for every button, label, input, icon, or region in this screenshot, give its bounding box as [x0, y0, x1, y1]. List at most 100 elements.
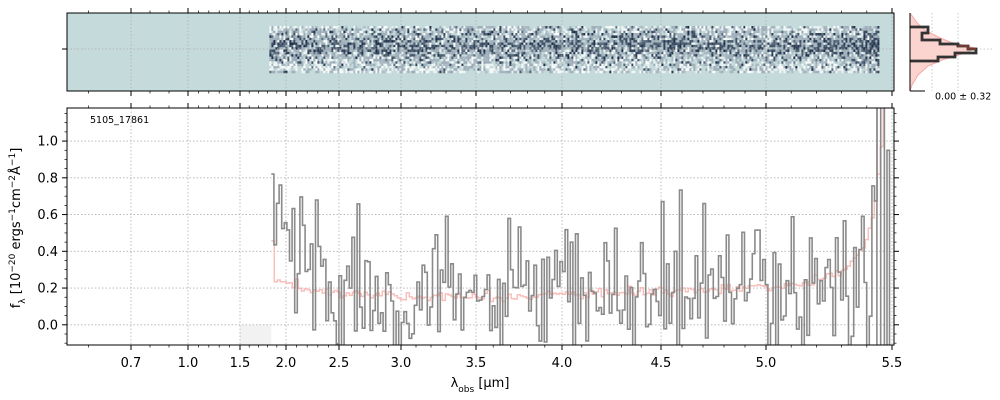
spectrum-2d-pixel [315, 30, 318, 34]
spectrum-2d-pixel [857, 68, 860, 71]
spectrum-2d-pixel [777, 49, 780, 53]
spectrum-2d-pixel [777, 44, 780, 48]
spectrum-2d-pixel [589, 66, 592, 69]
spectrum-2d-pixel [553, 30, 556, 34]
spectrum-2d-pixel [363, 58, 366, 62]
spectrum-2d-pixel [289, 47, 292, 50]
spectrum-2d-pixel [311, 58, 314, 62]
spectrum-2d-pixel [573, 49, 576, 53]
spectrum-2d-pixel [357, 63, 360, 67]
spectrum-2d-pixel [333, 56, 336, 60]
spectrum-2d-pixel [597, 63, 600, 67]
spectrum-2d-pixel [593, 66, 596, 69]
spectrum-2d-pixel [431, 54, 434, 57]
spectrum-2d-pixel [655, 58, 658, 62]
spectrum-2d-pixel [717, 63, 720, 67]
spectrum-2d-pixel [575, 30, 578, 34]
spectrum-2d-pixel [555, 33, 558, 36]
spectrum-2d-pixel [563, 42, 566, 46]
spectrum-2d-pixel [537, 47, 540, 50]
spectrum-2d-pixel [769, 54, 772, 57]
spectrum-2d-pixel [361, 58, 364, 62]
spectrum-2d-pixel [275, 54, 278, 57]
spectrum-2d-pixel [335, 44, 338, 48]
spectrum-2d-pixel [271, 44, 274, 48]
spectrum-2d-pixel [759, 26, 762, 29]
spectrum-2d-pixel [675, 49, 678, 53]
spectrum-2d-pixel [279, 47, 282, 50]
spectrum-2d-pixel [389, 30, 392, 34]
spectrum-2d-pixel [307, 35, 310, 38]
spectrum-2d-pixel [823, 49, 826, 53]
spectrum-2d-pixel [327, 66, 330, 69]
spectrum-2d-pixel [661, 66, 664, 69]
spectrum-2d-pixel [473, 40, 476, 43]
spectrum-2d-pixel [721, 44, 724, 48]
spectrum-2d-pixel [591, 26, 594, 29]
spectrum-2d-pixel [811, 40, 814, 43]
spectrum-2d-pixel [517, 49, 520, 53]
spectrum-2d-pixel [471, 49, 474, 53]
spectrum-2d-pixel [653, 40, 656, 43]
spectrum-2d-pixel [619, 56, 622, 60]
spectrum-2d-pixel [389, 58, 392, 62]
spectrum-2d-pixel [319, 44, 322, 48]
spectrum-2d-pixel [797, 47, 800, 50]
spectrum-2d-pixel [803, 66, 806, 69]
spectrum-2d-pixel [329, 70, 332, 74]
spectrum-2d-pixel [761, 37, 764, 41]
spectrum-2d-pixel [729, 51, 732, 55]
spectrum-2d-pixel [633, 28, 636, 31]
spectrum-2d-pixel [359, 56, 362, 60]
spectrum-2d-pixel [673, 56, 676, 60]
spectrum-2d-pixel [469, 44, 472, 48]
spectrum-2d-pixel [763, 63, 766, 67]
spectrum-2d-pixel [275, 37, 278, 41]
spectrum-2d-pixel [663, 42, 666, 46]
spectrum-2d-pixel [843, 44, 846, 48]
spectrum-2d-pixel [529, 61, 532, 64]
spectrum-2d-pixel [763, 47, 766, 50]
spectrum-2d-pixel [673, 28, 676, 31]
spectrum-2d-pixel [705, 28, 708, 31]
spectrum-2d-pixel [731, 30, 734, 34]
spectrum-2d-pixel [339, 49, 342, 53]
spectrum-2d-pixel [693, 47, 696, 50]
spectrum-2d-pixel [579, 70, 582, 74]
spectrum-2d-pixel [857, 35, 860, 38]
spectrum-2d-pixel [273, 70, 276, 74]
spectrum-2d-pixel [809, 28, 812, 31]
spectrum-2d-pixel [859, 54, 862, 57]
spectrum-2d-pixel [753, 49, 756, 53]
spectrum-2d-pixel [559, 26, 562, 29]
spectrum-2d-pixel [301, 40, 304, 43]
spectrum-2d-pixel [749, 58, 752, 62]
spectrum-2d-pixel [813, 40, 816, 43]
spectrum-2d-pixel [631, 35, 634, 38]
spectrum-2d-pixel [429, 33, 432, 36]
spectrum-2d-pixel [877, 44, 880, 48]
spectrum-2d-pixel [487, 26, 490, 29]
spectrum-2d-grid [67, 13, 894, 91]
spectrum-2d-pixel [459, 63, 462, 67]
spectrum-2d-pixel [633, 51, 636, 55]
spectrum-2d-pixel [535, 35, 538, 38]
spectrum-2d-pixel [313, 66, 316, 69]
spectrum-2d-pixel [877, 26, 880, 29]
spectrum-2d-pixel [805, 54, 808, 57]
spectrum-2d-pixel [357, 54, 360, 57]
spectrum-2d-pixel [581, 28, 584, 31]
spectrum-2d-pixel [811, 49, 814, 53]
spectrum-2d-pixel [517, 70, 520, 74]
spectrum-2d-pixel [739, 49, 742, 53]
spectrum-2d-pixel [821, 61, 824, 64]
spectrum-2d-pixel [617, 61, 620, 64]
spectrum-2d-pixel [561, 33, 564, 36]
spectrum-2d-pixel [573, 68, 576, 71]
spectrum-2d-pixel [307, 37, 310, 41]
spectrum-2d-pixel [449, 70, 452, 74]
spectrum-2d-pixel [621, 70, 624, 74]
spectrum-2d-pixel [513, 68, 516, 71]
spectrum-2d-pixel [781, 61, 784, 64]
spectrum-2d-pixel [513, 26, 516, 29]
